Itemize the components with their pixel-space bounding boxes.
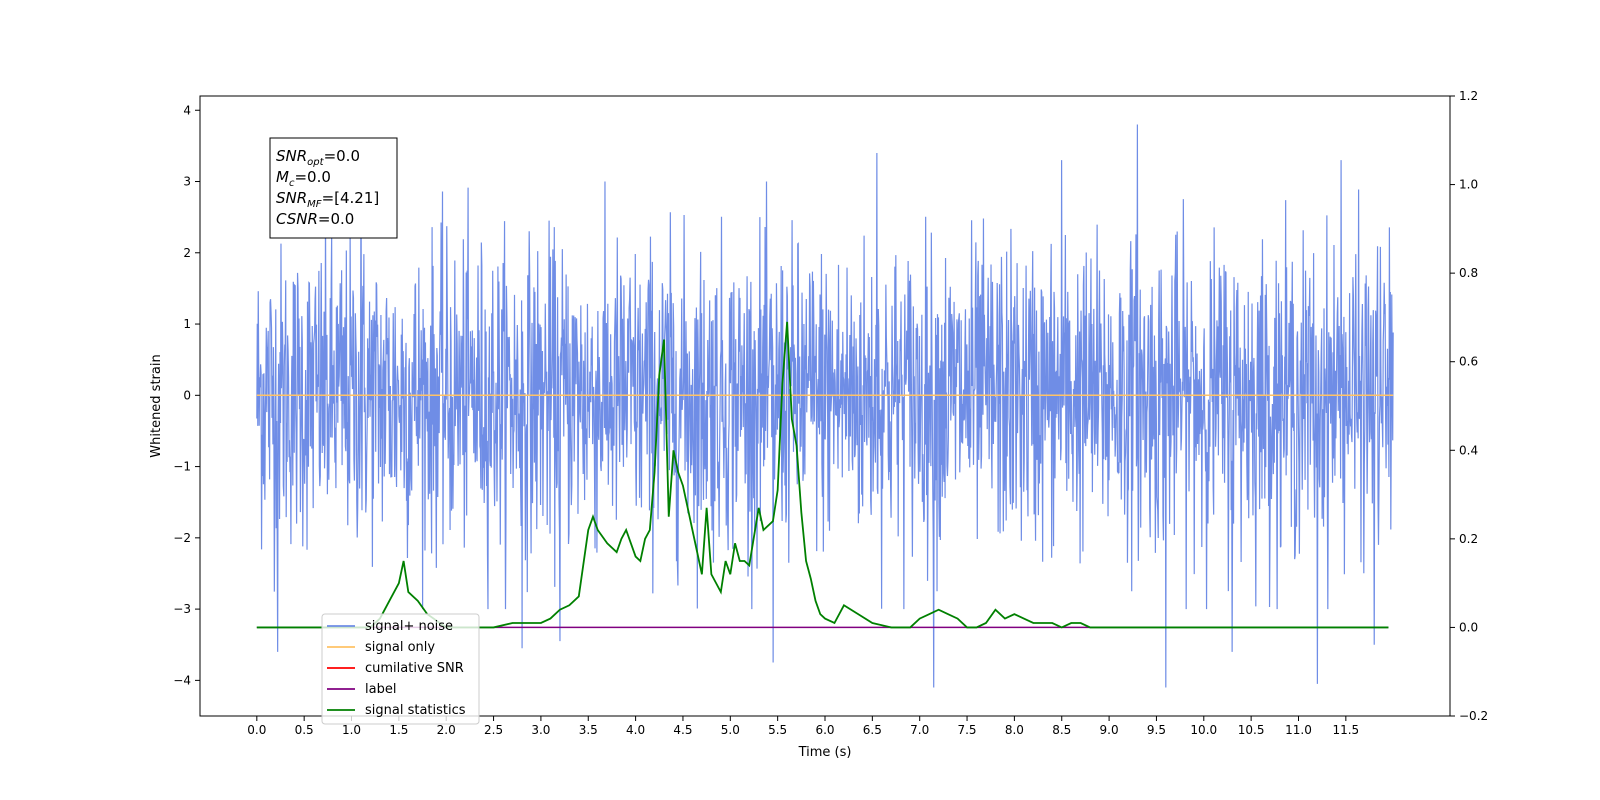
series-line-signal-statistics	[256, 321, 1389, 629]
x-tick-label: 0.0	[247, 723, 266, 737]
legend-box	[321, 613, 480, 725]
x-tick-label: 3.5	[579, 723, 598, 737]
series-line-signal-noise	[256, 124, 1394, 688]
y-tick-label: 4	[183, 103, 191, 117]
x-tick-label: 7.0	[910, 723, 929, 737]
x-tick-label: 5.0	[721, 723, 740, 737]
x-tick-label: 5.5	[768, 723, 787, 737]
x-tick-label: 10.5	[1238, 723, 1265, 737]
annotation-line: CSNR=0.0	[276, 210, 354, 228]
y-axis-label: Whitened strain	[149, 354, 164, 457]
x-tick-label: 9.5	[1147, 723, 1166, 737]
legend-label: cumilative SNR	[365, 661, 464, 676]
x-axis: 0.0 0.5 1.0 1.5 2.0 2.5 3.0 3.5 4.0 4.5 5.0 5.5 6.0 6…	[247, 716, 1359, 737]
x-tick-label: 8.5	[1052, 723, 1071, 737]
x-axis-label: Time (s)	[798, 745, 852, 760]
x-tick-label: 2.5	[484, 723, 503, 737]
y2-tick-label: 0.0	[1459, 620, 1478, 634]
x-tick-label: 8.0	[1005, 723, 1024, 737]
x-tick-label: 6.0	[815, 723, 834, 737]
x-tick-label: 7.5	[957, 723, 976, 737]
legend-label: label	[365, 682, 396, 697]
annotation-box	[269, 137, 398, 239]
x-tick-label: 11.0	[1285, 723, 1312, 737]
y2-tick-label: 1.0	[1459, 178, 1478, 192]
x-tick-label: 4.0	[626, 723, 645, 737]
y2-tick-label: 0.2	[1459, 532, 1478, 546]
x-tick-label: 4.5	[673, 723, 692, 737]
x-tick-label: 11.5	[1332, 723, 1359, 737]
annotation-line: Mc=0.0	[276, 168, 331, 189]
y-axis-right: −0.2 0.0 0.2 0.4 0.6 0.8 1.0 1.2	[1450, 89, 1488, 723]
y2-tick-label: 0.8	[1459, 266, 1478, 280]
x-tick-label: 1.5	[389, 723, 408, 737]
y-tick-label: 3	[183, 175, 191, 189]
x-tick-label: 10.0	[1190, 723, 1217, 737]
x-tick-label: 2.0	[437, 723, 456, 737]
y-tick-label: −4	[173, 673, 191, 687]
annotation-line: SNRMF=[4.21]	[276, 189, 379, 210]
y-axis-left: −4 −3 −2 −1 0 1 2 3 4	[173, 103, 200, 687]
y-tick-label: 1	[183, 317, 191, 331]
y-tick-label: 2	[183, 246, 191, 260]
y-tick-label: −1	[173, 460, 191, 474]
annotation-line: SNRopt=0.0	[276, 147, 360, 168]
y2-tick-label: 0.4	[1459, 443, 1478, 457]
y-tick-label: −2	[173, 531, 191, 545]
legend: signal+ noise signal only cumilative SNR la…	[321, 613, 480, 725]
x-tick-label: 0.5	[295, 723, 314, 737]
x-tick-label: 9.0	[1100, 723, 1119, 737]
y-tick-label: 0	[183, 388, 191, 402]
y2-tick-label: 0.6	[1459, 355, 1478, 369]
y-tick-label: −3	[173, 602, 191, 616]
x-tick-label: 1.0	[342, 723, 361, 737]
x-tick-label: 3.0	[531, 723, 550, 737]
legend-label: signal only	[365, 640, 435, 655]
y2-tick-label: −0.2	[1459, 709, 1488, 723]
legend-label: signal statistics	[365, 703, 466, 718]
x-tick-label: 6.5	[863, 723, 882, 737]
legend-label: signal+ noise	[365, 619, 453, 634]
y2-tick-label: 1.2	[1459, 89, 1478, 103]
